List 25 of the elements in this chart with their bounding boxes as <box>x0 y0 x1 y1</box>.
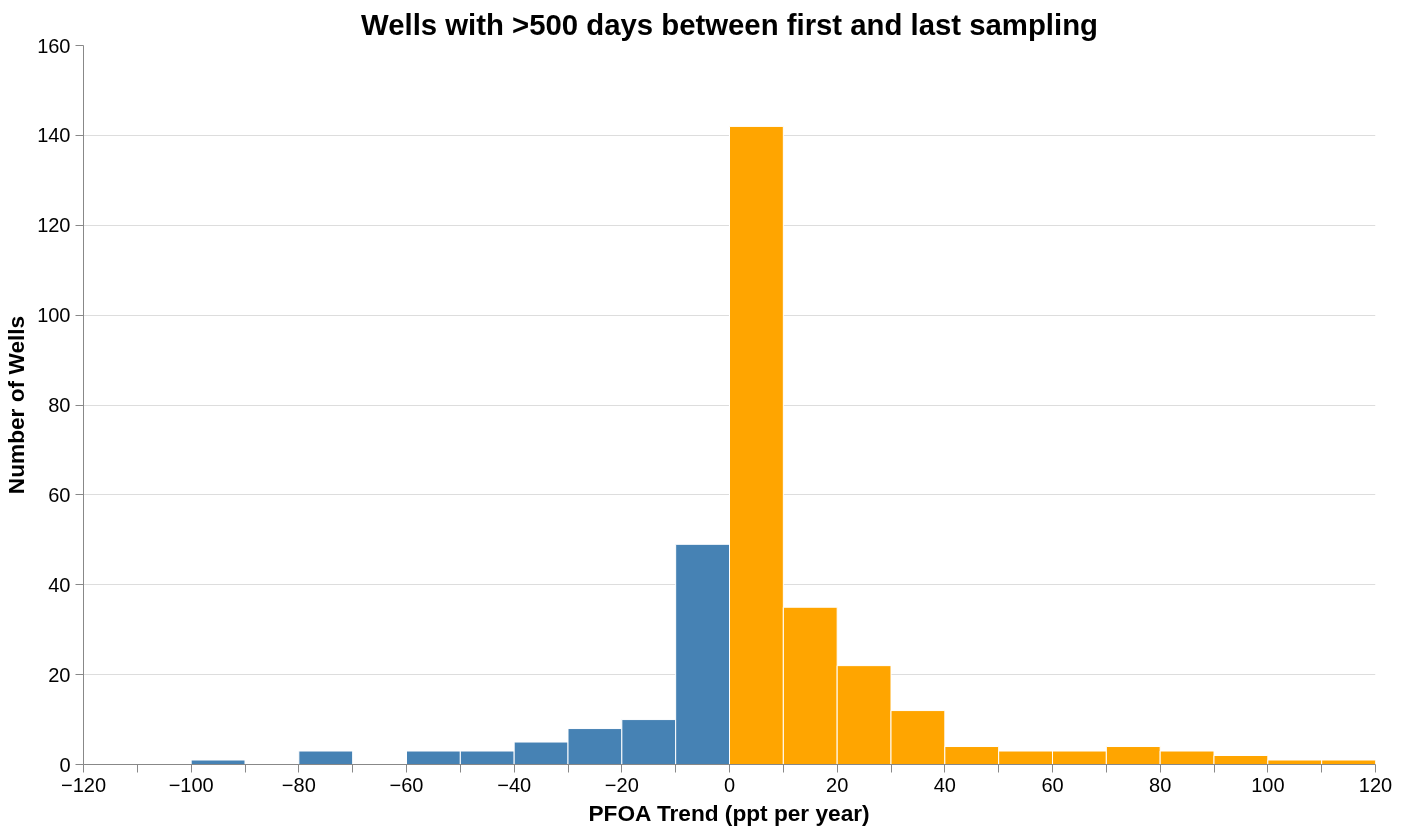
y-tick-label: 60 <box>48 483 71 506</box>
x-tick-label: −20 <box>604 773 639 796</box>
y-tick-label: 140 <box>37 124 71 147</box>
y-tick-label: 120 <box>37 214 71 237</box>
y-tick-label: 20 <box>48 663 71 686</box>
x-tick-label: 40 <box>933 773 956 796</box>
x-tick-label: −80 <box>281 773 316 796</box>
x-tick-label: 80 <box>1149 773 1172 796</box>
y-tick-label: 160 <box>37 34 71 57</box>
x-tick-label: −40 <box>497 773 532 796</box>
x-tick-label: 100 <box>1251 773 1285 796</box>
x-tick-label: 0 <box>723 773 736 796</box>
x-tick-label: −60 <box>389 773 424 796</box>
x-axis-title: PFOA Trend (ppt per year) <box>588 799 870 826</box>
x-tick-label: 60 <box>1041 773 1064 796</box>
chart-title: Wells with >500 days between first and last sampling <box>361 7 1098 41</box>
y-tick-label: 100 <box>37 304 71 327</box>
x-tick-label: −100 <box>168 773 214 796</box>
y-tick-label: 80 <box>48 394 71 416</box>
y-axis-title: Number of Wells <box>3 315 30 495</box>
x-tick-label: 20 <box>826 773 849 796</box>
y-tick-label: 0 <box>59 753 71 776</box>
x-tick-label: −120 <box>60 773 107 796</box>
x-tick-label: 120 <box>1358 773 1393 796</box>
y-tick-label: 40 <box>48 573 71 596</box>
